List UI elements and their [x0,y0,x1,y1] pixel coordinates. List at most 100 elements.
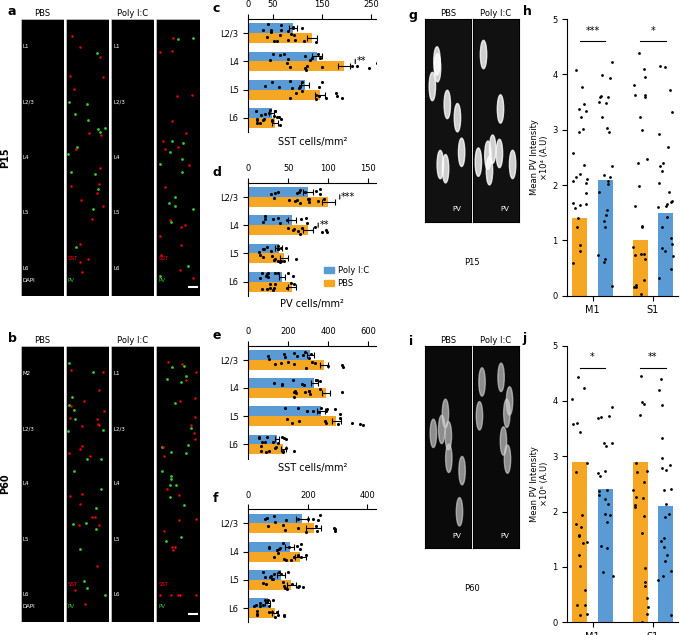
Point [283,268,294,278]
Point [306,349,316,359]
Point [273,544,284,554]
Bar [248,388,326,398]
Point [594,187,605,197]
Bar [572,462,587,622]
Text: L2/3: L2/3 [113,100,125,105]
Point [269,253,280,264]
Point [267,284,278,295]
Bar [248,406,321,416]
Point [321,227,332,237]
Point [272,607,283,617]
Bar [658,213,673,296]
Point [630,201,640,211]
Point [628,80,639,90]
Point [574,199,585,210]
Point [269,378,279,388]
Point [299,51,310,61]
Point [292,187,303,197]
Circle shape [485,141,491,170]
Point [582,537,593,547]
Point [281,434,292,444]
Point [263,272,274,283]
Bar [248,523,314,533]
Point [337,362,348,372]
Point [319,194,329,204]
Point [270,106,281,116]
Circle shape [443,399,449,427]
Point [534,231,545,241]
Text: d: d [212,166,221,179]
Point [655,161,666,171]
Point [595,412,606,422]
Point [273,187,284,197]
Point [306,357,317,367]
Point [593,413,603,424]
Text: **: ** [356,57,366,67]
Point [269,188,280,198]
Point [662,199,673,209]
Point [595,471,606,481]
Circle shape [456,498,462,526]
Point [577,124,588,134]
Point [599,170,610,180]
Text: P60: P60 [464,584,479,593]
Point [314,91,325,101]
Circle shape [445,422,451,450]
Point [303,514,314,524]
Point [249,601,260,611]
Point [273,256,284,266]
Point [265,571,276,581]
Point [603,176,614,186]
Point [250,105,261,116]
Point [578,160,589,170]
Point [275,255,286,265]
Point [268,573,279,584]
Text: M2: M2 [23,371,31,376]
Point [292,514,303,524]
Point [284,76,295,86]
Point [264,607,275,617]
Point [300,347,311,357]
Text: PV: PV [158,278,165,283]
Point [305,55,316,65]
Point [570,65,581,75]
Point [580,585,590,596]
Point [302,194,313,204]
Text: PV: PV [452,533,461,539]
Text: h: h [523,5,532,18]
Point [603,126,614,137]
Point [290,36,301,46]
Point [332,419,343,429]
Point [279,554,290,565]
Point [662,211,673,222]
Point [269,255,279,265]
Point [257,309,268,319]
Point [270,359,281,369]
Point [266,27,277,37]
Point [660,62,671,72]
Point [271,545,282,555]
Point [297,224,308,234]
Point [337,360,348,370]
Point [288,446,299,456]
Point [263,354,274,364]
Point [264,283,275,293]
Point [581,188,592,198]
Point [266,607,277,617]
Point [658,157,669,168]
Point [321,418,332,428]
Point [642,601,653,612]
Point [300,187,311,197]
Point [260,271,271,281]
Circle shape [479,368,485,396]
Title: PBS: PBS [440,10,456,18]
Point [599,466,610,476]
Point [280,525,291,535]
Point [254,433,265,443]
Point [289,392,300,402]
Point [575,561,586,572]
Text: L5: L5 [113,537,120,542]
Point [638,248,649,258]
Point [264,279,275,290]
Point [275,257,286,267]
